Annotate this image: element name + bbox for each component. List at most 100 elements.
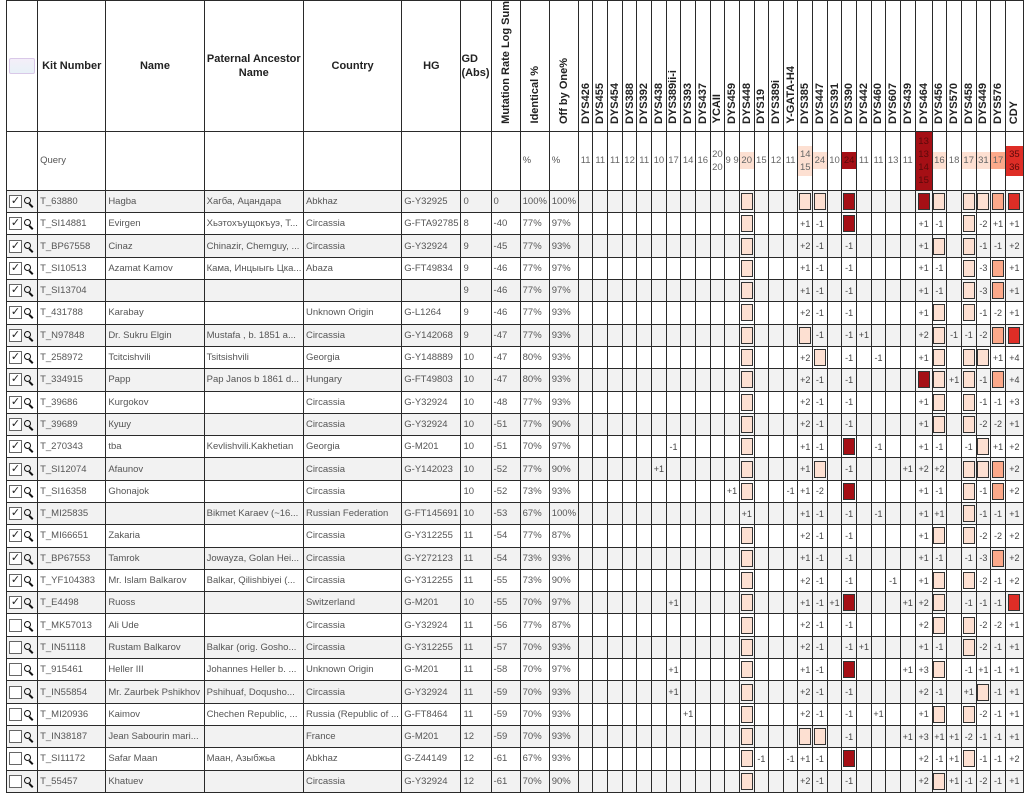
row-checkbox[interactable]: ✓ [9, 239, 22, 253]
marker-header[interactable]: DYS437 [694, 0, 711, 132]
marker-header[interactable]: Y-GATA-H4 [782, 0, 799, 132]
row-checkbox[interactable]: ✓ [9, 551, 22, 565]
column-header-gd[interactable]: GD (Abs) [460, 0, 492, 132]
view-details-magnifier-icon[interactable] [24, 664, 33, 675]
marker-header[interactable]: DYS388 [621, 0, 638, 132]
marker-header[interactable]: DYS455 [592, 0, 609, 132]
row-checkbox[interactable] [9, 752, 22, 766]
marker-header[interactable]: DYS454 [607, 0, 623, 132]
view-details-magnifier-icon[interactable] [24, 419, 33, 430]
view-details-magnifier-icon[interactable] [24, 464, 33, 475]
marker-header[interactable]: DYS447 [812, 0, 828, 132]
row-checkbox[interactable] [9, 685, 22, 699]
row-checkbox[interactable]: ✓ [9, 217, 22, 231]
row-checkbox[interactable]: ✓ [9, 440, 22, 454]
marker-header[interactable]: DYS459 [724, 0, 740, 132]
marker-header[interactable]: DYS389i [768, 0, 784, 132]
marker-header[interactable]: DYS449 [975, 0, 992, 132]
view-details-magnifier-icon[interactable] [24, 508, 33, 519]
view-details-magnifier-icon[interactable] [24, 263, 33, 274]
column-header-mr[interactable]: Mutation Rate Log Sum [490, 0, 521, 132]
marker-header[interactable]: DYS464 [914, 0, 933, 132]
marker-header[interactable]: DYS393 [680, 0, 696, 132]
row-checkbox[interactable]: ✓ [9, 417, 22, 431]
marker-header[interactable]: DYS439 [899, 0, 916, 132]
marker-header[interactable]: DYS426 [577, 0, 594, 132]
marker-header[interactable]: DYS438 [651, 0, 667, 132]
column-header-off[interactable]: Off by One% [548, 0, 579, 132]
row-checkbox[interactable]: ✓ [9, 529, 22, 543]
view-details-magnifier-icon[interactable] [24, 285, 33, 296]
marker-header[interactable]: DYS458 [960, 0, 977, 132]
view-details-magnifier-icon[interactable] [24, 486, 33, 497]
view-details-magnifier-icon[interactable] [24, 218, 33, 229]
marker-header[interactable]: DYS19 [753, 0, 770, 132]
marker-header[interactable]: DYS456 [931, 0, 948, 132]
marker-header[interactable]: DYS389ii-i [665, 0, 682, 132]
view-details-magnifier-icon[interactable] [24, 352, 33, 363]
marker-header[interactable]: DYS442 [856, 0, 872, 132]
view-details-magnifier-icon[interactable] [24, 642, 33, 653]
marker-diff-cell [975, 457, 992, 481]
marker-header[interactable]: DYS570 [946, 0, 962, 132]
marker-header[interactable]: DYS385 [797, 0, 814, 132]
row-checkbox[interactable]: ✓ [9, 462, 22, 476]
marker-diff-cell [738, 524, 755, 548]
row-checkbox[interactable] [9, 640, 22, 654]
marker-header[interactable]: DYS392 [636, 0, 653, 132]
row-checkbox[interactable]: ✓ [9, 574, 22, 588]
column-header-ancestor[interactable]: Paternal Ancestor Name [203, 0, 304, 132]
row-checkbox[interactable]: ✓ [9, 596, 22, 610]
view-details-magnifier-icon[interactable] [24, 307, 33, 318]
marker-diff-cell: -1 [812, 568, 828, 593]
row-checkbox[interactable] [9, 774, 22, 788]
marker-header[interactable]: YCAII [709, 0, 726, 132]
column-header-hg[interactable]: HG [401, 0, 462, 132]
column-header-kit[interactable]: Kit Number [37, 0, 107, 132]
marker-diff-cell: -1 [812, 635, 828, 660]
view-details-magnifier-icon[interactable] [24, 441, 33, 452]
view-details-magnifier-icon[interactable] [24, 620, 33, 631]
marker-diff-cell: -1 [960, 323, 977, 347]
view-details-magnifier-icon[interactable] [24, 374, 33, 385]
view-details-magnifier-icon[interactable] [24, 530, 33, 541]
row-checkbox[interactable]: ✓ [9, 194, 22, 208]
view-details-magnifier-icon[interactable] [24, 553, 33, 564]
row-checkbox[interactable]: ✓ [9, 284, 22, 298]
view-details-magnifier-icon[interactable] [24, 397, 33, 408]
view-details-magnifier-icon[interactable] [24, 709, 33, 720]
view-details-magnifier-icon[interactable] [24, 241, 33, 252]
view-details-magnifier-icon[interactable] [24, 196, 33, 207]
row-checkbox[interactable]: ✓ [9, 507, 22, 521]
row-checkbox[interactable] [9, 618, 22, 632]
row-checkbox[interactable]: ✓ [9, 306, 22, 320]
column-header-ident[interactable]: Identical % [519, 0, 550, 132]
view-details-magnifier-icon[interactable] [24, 731, 33, 742]
view-details-magnifier-icon[interactable] [24, 687, 33, 698]
row-checkbox[interactable] [9, 663, 22, 677]
row-checkbox[interactable]: ✓ [9, 395, 22, 409]
view-details-magnifier-icon[interactable] [24, 330, 33, 341]
row-checkbox[interactable]: ✓ [9, 484, 22, 498]
marker-diff-cell: +1 [1004, 256, 1024, 281]
row-checkbox[interactable]: ✓ [9, 328, 22, 342]
row-checkbox[interactable] [9, 707, 22, 721]
column-header-country[interactable]: Country [302, 0, 403, 132]
marker-header[interactable]: DYS576 [990, 0, 1006, 132]
marker-header[interactable]: CDY [1004, 0, 1024, 132]
row-checkbox[interactable] [9, 730, 22, 744]
view-details-magnifier-icon[interactable] [24, 597, 33, 608]
view-details-magnifier-icon[interactable] [24, 776, 33, 787]
row-checkbox[interactable]: ✓ [9, 373, 22, 387]
marker-header[interactable]: DYS448 [738, 0, 755, 132]
marker-header[interactable]: DYS390 [841, 0, 857, 132]
row-checkbox[interactable]: ✓ [9, 261, 22, 275]
marker-diff-cell [753, 524, 770, 548]
view-details-magnifier-icon[interactable] [24, 753, 33, 764]
marker-header[interactable]: DYS607 [885, 0, 901, 132]
column-header-name[interactable]: Name [105, 0, 205, 132]
marker-header[interactable]: DYS460 [870, 0, 887, 132]
view-details-magnifier-icon[interactable] [24, 575, 33, 586]
marker-header[interactable]: DYS391 [826, 0, 843, 132]
row-checkbox[interactable]: ✓ [9, 351, 22, 365]
